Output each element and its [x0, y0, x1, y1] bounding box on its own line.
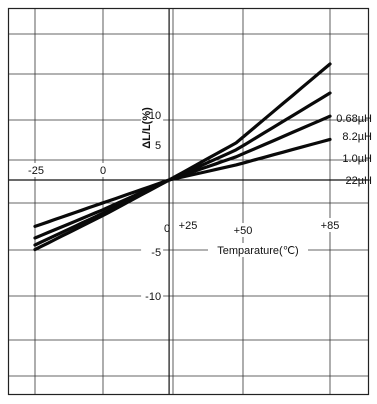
series-label-0: 0.68µH: [336, 113, 372, 125]
x-tick-bg-0: [22, 163, 50, 177]
x-tick-label-1: 0: [100, 165, 106, 177]
y-tick-bg-0: [141, 290, 164, 303]
y-tick-label-1: -5: [151, 247, 161, 259]
x-tick-label-0: -25: [28, 165, 44, 177]
x-tick-label-4: +85: [321, 220, 340, 232]
x-tick-bg-2: [174, 218, 202, 232]
series-label-3: 22µH: [345, 175, 372, 187]
series-label-1: 8.2µH: [342, 131, 372, 143]
axes: [9, 9, 368, 394]
x-axis-label: Temparature(℃): [217, 245, 298, 257]
y-tick-bg-3: [141, 139, 164, 152]
y-tick-label-0: -10: [145, 291, 161, 303]
x-tick-label-2: +25: [179, 220, 198, 232]
labels: 0.68µH 8.2µH 1.0µH 22µH -25 0 +25 +50 +85 0 -10 -5 5…: [22, 107, 372, 303]
x-tick-bg-1: [89, 163, 117, 177]
series-line-1: [33, 91, 332, 240]
y-tick-label-4: 10: [149, 110, 161, 122]
y-tick-label-3: 5: [155, 140, 161, 152]
series-label-2: 1.0µH: [342, 153, 372, 165]
series-line-3: [33, 137, 332, 252]
y-tick-bg-1: [141, 246, 164, 259]
x-tick-label-3: +50: [234, 225, 253, 237]
x-axis-label-bg: [208, 243, 308, 257]
plot-frame: [7, 7, 370, 396]
origin-label: 0: [164, 223, 170, 235]
series-lines: [33, 62, 332, 252]
grid: [7, 7, 370, 396]
series-line-0: [33, 62, 332, 228]
y-tick-bg-4: [141, 109, 164, 122]
x-tick-bg-3: [229, 223, 257, 237]
x-tick-bg-4: [316, 218, 344, 232]
y-axis-label: ΔL/L(%): [141, 107, 153, 149]
